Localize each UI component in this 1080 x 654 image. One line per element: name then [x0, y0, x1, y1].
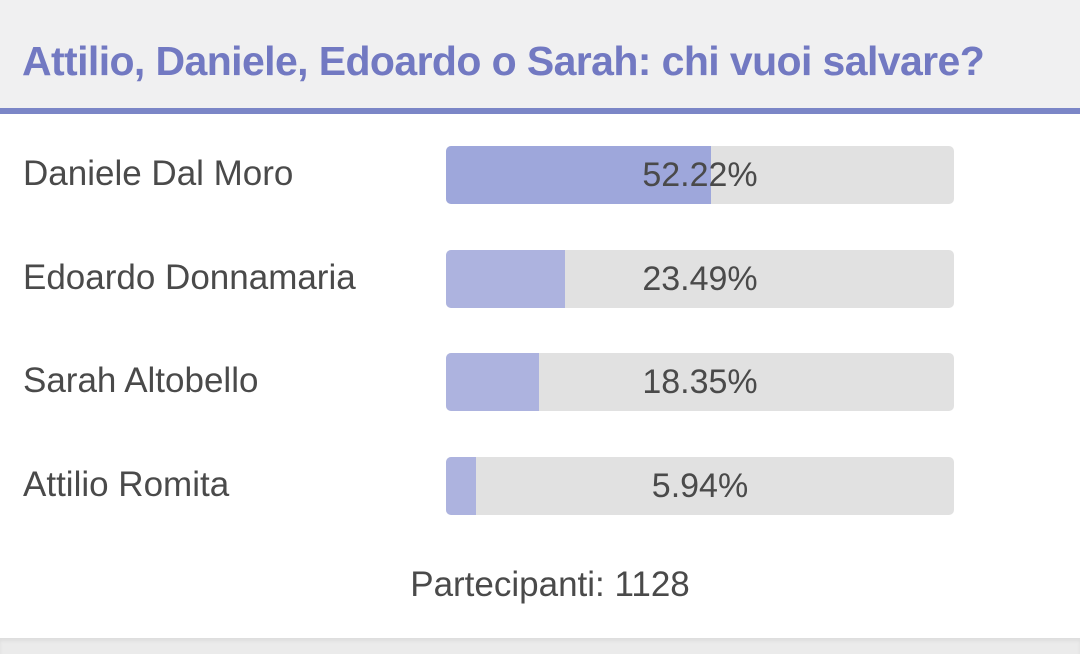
result-bar: 5.94%: [446, 457, 954, 515]
poll-option-daniele[interactable]: Daniele Dal Moro 52.22%: [0, 146, 1080, 204]
result-bar-fill: [446, 353, 539, 411]
result-bar: 23.49%: [446, 250, 954, 308]
poll-option-edoardo[interactable]: Edoardo Donnamaria 23.49%: [0, 250, 1080, 308]
poll-option-attilio[interactable]: Attilio Romita 5.94%: [0, 457, 1080, 515]
result-percent: 5.94%: [651, 467, 749, 505]
result-percent: 18.35%: [642, 363, 758, 401]
result-bar-fill: [446, 146, 711, 204]
participants-count: Partecipanti: 1128: [410, 565, 690, 604]
result-bar-fill: [446, 250, 565, 308]
page-background: [0, 638, 1080, 654]
poll-title: Attilio, Daniele, Edoardo o Sarah: chi v…: [22, 38, 985, 84]
poll-header: Attilio, Daniele, Edoardo o Sarah: chi v…: [0, 0, 1080, 114]
option-name: Attilio Romita: [23, 465, 230, 504]
poll-option-sarah[interactable]: Sarah Altobello 18.35%: [0, 353, 1080, 411]
option-name: Sarah Altobello: [23, 361, 259, 400]
result-bar-fill: [446, 457, 476, 515]
option-name: Edoardo Donnamaria: [23, 258, 356, 297]
result-percent: 23.49%: [642, 260, 758, 298]
result-bar: 18.35%: [446, 353, 954, 411]
result-percent: 52.22%: [642, 156, 758, 194]
poll-card: Attilio, Daniele, Edoardo o Sarah: chi v…: [0, 0, 1080, 638]
option-name: Daniele Dal Moro: [23, 154, 294, 193]
result-bar: 52.22%: [446, 146, 954, 204]
